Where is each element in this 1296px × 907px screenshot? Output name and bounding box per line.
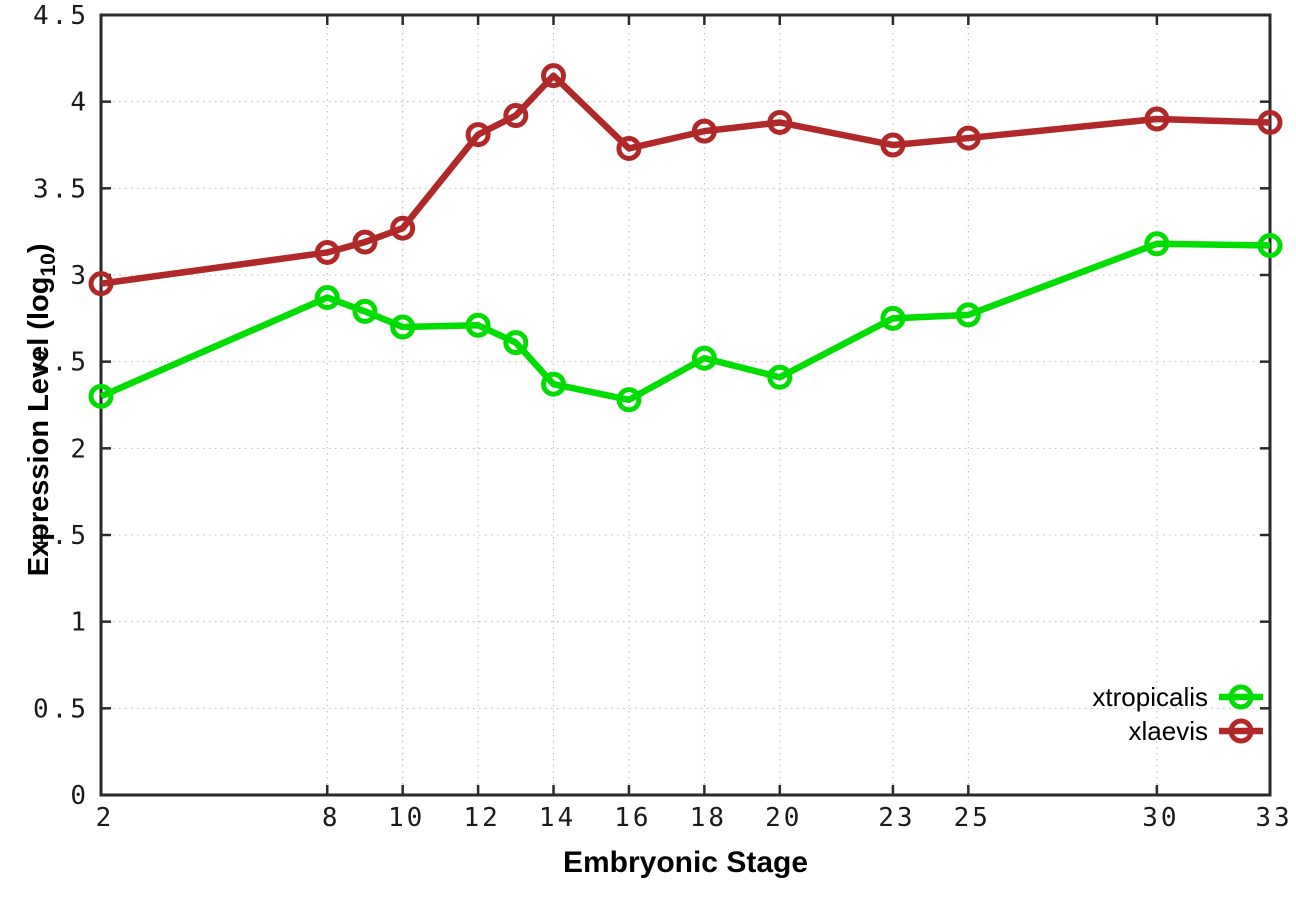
y-axis-title-text: Expression Level (log [23,276,56,577]
data-point-xlaevis-stage-18 [691,118,717,144]
legend-marker-xlaevis-icon [1219,718,1263,744]
data-point-xlaevis-stage-16 [616,135,642,161]
data-point-xlaevis-stage-30 [1144,106,1170,132]
data-point-xlaevis-stage-8 [314,239,340,265]
legend-entry-xtropicalis: xtropicalis [1092,681,1264,713]
data-point-xtropicalis-stage-16 [616,387,642,413]
data-point-xlaevis-stage-12 [465,122,491,148]
data-point-xtropicalis-stage-14 [541,371,567,397]
data-point-xlaevis-stage-14 [541,63,567,89]
legend-entry-xlaevis: xlaevis [1092,715,1264,747]
y-tick-labels: 0 0.5 1 1.5 2 2.5 3 3.5 4 4.5 [33,1,89,811]
data-point-xtropicalis-stage-18 [691,345,717,371]
x-tick-label: 16 [614,803,651,833]
y-tick-label: 3.5 [33,174,89,204]
series-line-xlaevis [100,72,1271,287]
data-point-xlaevis-stage-33 [1257,109,1283,135]
y-axis-title-subscript: 10 [36,253,60,277]
plot-border [99,13,1272,797]
legend-point-sample [1228,684,1254,710]
x-tick-labels: 2 8 10 12 14 16 18 20 23 25 30 33 [96,803,1292,833]
y-tick-label: 0 [70,781,89,811]
data-point-xlaevis-stage-2 [88,271,114,297]
data-point-xtropicalis-stage-12 [465,312,491,338]
y-tick-label: 4 [70,88,89,118]
data-point-xlaevis-stage-20 [767,109,793,135]
data-point-xtropicalis-stage-10 [390,314,416,340]
data-point-xlaevis-stage-23 [880,132,906,158]
x-tick-label: 20 [765,803,802,833]
x-tick-label: 14 [539,803,576,833]
x-tick-label: 8 [322,803,341,833]
tick-marks [99,13,1272,797]
y-tick-label: 4.5 [33,1,89,31]
data-point-xtropicalis-stage-23 [880,305,906,331]
series-line-xtropicalis [99,240,1271,404]
x-tick-label: 18 [690,803,727,833]
data-point-xlaevis-stage-13 [503,103,529,129]
x-tick-label: 12 [463,803,500,833]
x-tick-label: 33 [1255,803,1292,833]
data-point-xlaevis-stage-25 [955,125,981,151]
x-axis-title-text: Embryonic Stage [562,846,809,879]
data-point-xtropicalis-stage-25 [955,302,981,328]
legend-label-xtropicalis: xtropicalis [1092,681,1208,712]
data-point-xtropicalis-stage-9 [352,298,378,324]
y-axis-title: Expression Level (log10) [23,200,61,620]
data-point-xtropicalis-stage-2 [88,383,114,409]
y-tick-label: 3 [70,261,89,291]
y-tick-label: 0.5 [33,694,89,724]
data-point-xtropicalis-stage-13 [503,330,529,356]
x-axis-title: Embryonic Stage [0,846,1296,880]
y-tick-label: 2 [70,434,89,464]
y-axis-title-suffix: ) [23,243,56,254]
legend-point-sample [1228,718,1254,744]
y-tick-label: 1 [70,608,89,638]
legend: xtropicalis xlaevis [1092,681,1264,747]
legend-label-xlaevis: xlaevis [1128,715,1208,746]
y-tick-label: 1.5 [33,521,89,551]
x-tick-label: 23 [878,803,915,833]
x-tick-label: 2 [96,803,115,833]
series-xtropicalis [88,231,1283,413]
series-xlaevis [88,63,1283,297]
legend-marker-xtropicalis-icon [1219,684,1263,710]
gridlines [101,15,1270,795]
data-point-xlaevis-stage-9 [352,229,378,255]
data-point-xlaevis-stage-10 [390,215,416,241]
data-point-xtropicalis-stage-8 [314,285,340,311]
data-point-xtropicalis-stage-30 [1144,231,1170,257]
y-tick-label: 2.5 [33,348,89,378]
x-tick-label: 25 [954,803,991,833]
data-point-xtropicalis-stage-20 [767,364,793,390]
x-tick-label: 30 [1142,803,1179,833]
data-point-xtropicalis-stage-33 [1257,233,1283,259]
x-tick-label: 10 [388,803,425,833]
